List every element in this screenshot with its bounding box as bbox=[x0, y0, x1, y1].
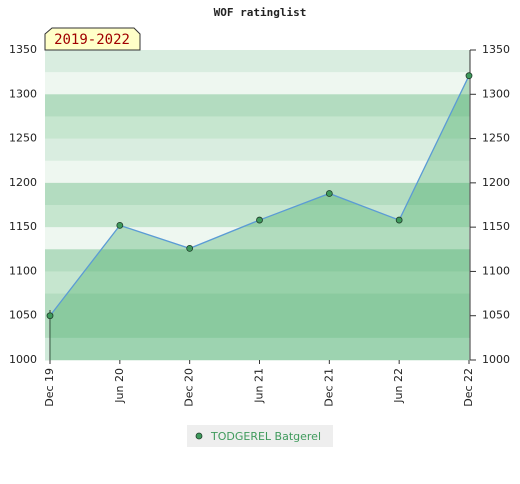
legend-label: TODGEREL Batgerel bbox=[210, 430, 321, 443]
y-tick-label: 1100 bbox=[9, 264, 37, 277]
y-tick-label: 1250 bbox=[9, 132, 37, 145]
stripe bbox=[45, 337, 470, 361]
y-tick-label: 1350 bbox=[9, 43, 37, 56]
stripe bbox=[45, 160, 470, 184]
stripe bbox=[45, 249, 470, 272]
annotation: 2019-2022 bbox=[54, 32, 130, 48]
x-tick-label: Dec 22 bbox=[462, 368, 475, 407]
marker bbox=[46, 312, 54, 320]
chart-title: WOF ratinglist bbox=[214, 6, 307, 19]
legend-marker bbox=[195, 432, 203, 440]
area bbox=[50, 75, 469, 360]
stripe bbox=[45, 50, 470, 73]
y2-tick-label: 1050 bbox=[482, 309, 510, 322]
y-tick-label: 1150 bbox=[9, 220, 37, 233]
annotation-box bbox=[44, 27, 141, 51]
stripe bbox=[45, 72, 470, 95]
stripe bbox=[45, 227, 470, 250]
x-tick-label: Jun 20 bbox=[113, 368, 126, 404]
stripe bbox=[45, 205, 470, 228]
y2-tick-label: 1350 bbox=[482, 43, 510, 56]
y2-tick-label: 1300 bbox=[482, 87, 510, 100]
stripe bbox=[45, 138, 470, 162]
y-tick-label: 1300 bbox=[9, 87, 37, 100]
y-tick-label: 1200 bbox=[9, 176, 37, 189]
y2-tick-label: 1150 bbox=[482, 220, 510, 233]
marker bbox=[395, 216, 403, 224]
y-tick-label: 1000 bbox=[9, 353, 37, 366]
x-tick-label: Jun 22 bbox=[392, 368, 405, 404]
marker bbox=[325, 190, 333, 197]
stripe bbox=[45, 293, 470, 317]
y-tick-label: 1050 bbox=[9, 309, 37, 322]
legend bbox=[187, 425, 333, 447]
stripe bbox=[45, 94, 470, 117]
x-tick-label: Dec 21 bbox=[322, 368, 335, 407]
stripe bbox=[45, 182, 470, 206]
y2-tick-label: 1000 bbox=[482, 353, 510, 366]
y2-tick-label: 1250 bbox=[482, 132, 510, 145]
x-tick-label: Dec 20 bbox=[183, 368, 196, 407]
y2-tick-label: 1200 bbox=[482, 176, 510, 189]
x-tick-label: Jun 21 bbox=[253, 368, 266, 404]
x-tick-label: Dec 19 bbox=[43, 368, 56, 407]
marker bbox=[186, 244, 194, 252]
stripe bbox=[45, 271, 470, 295]
stripe bbox=[45, 315, 470, 339]
marker bbox=[465, 72, 473, 80]
stripe bbox=[45, 116, 470, 140]
marker bbox=[116, 221, 124, 229]
y2-tick-label: 1100 bbox=[482, 264, 510, 277]
plot-background bbox=[45, 50, 470, 361]
marker bbox=[256, 216, 263, 224]
